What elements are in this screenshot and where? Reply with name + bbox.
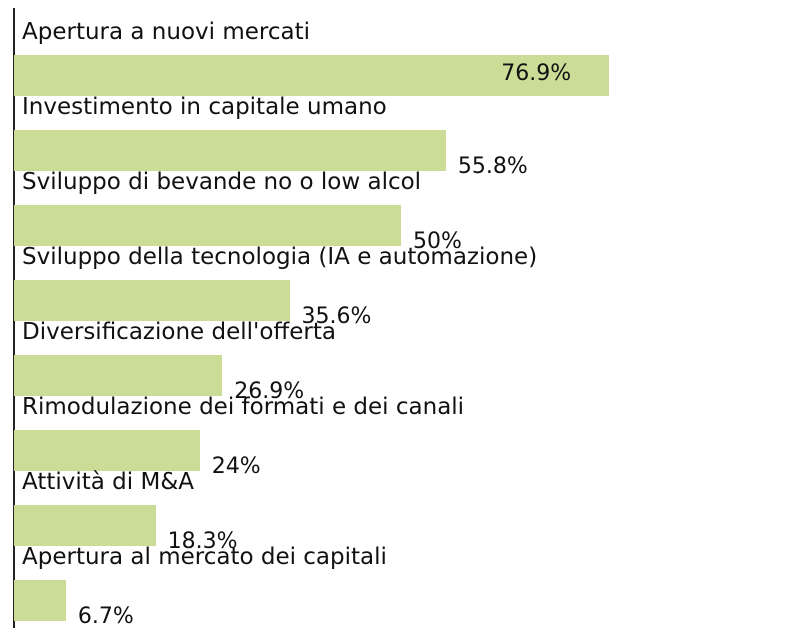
- bar: [14, 355, 223, 396]
- bar: [14, 430, 200, 471]
- category-label: Diversificazione dell'offerta: [22, 319, 336, 345]
- value-label: 35.6%: [301, 304, 372, 329]
- value-label: 24%: [211, 454, 261, 479]
- value-label: 6.7%: [77, 604, 134, 629]
- category-label: Apertura al mercato dei capitali: [22, 544, 387, 570]
- bar: [14, 505, 156, 546]
- category-label: Investimento in capitale umano: [22, 94, 387, 120]
- bar: [14, 580, 66, 621]
- value-label: 50%: [413, 229, 462, 254]
- category-label: Sviluppo di bevande no o low alcol: [22, 169, 422, 195]
- bar: [14, 280, 290, 321]
- category-label: Attività di M&A: [22, 469, 194, 495]
- bar: [14, 130, 446, 171]
- category-label: Sviluppo della tecnologia (IA e automazi…: [22, 244, 538, 270]
- category-label: Rimodulazione dei formati e dei canali: [22, 394, 465, 420]
- value-label: 26.9%: [234, 379, 305, 404]
- bar: [14, 55, 610, 96]
- value-label: 55.8%: [457, 154, 528, 179]
- value-label: 76.9%: [501, 61, 572, 86]
- category-label: Apertura a nuovi mercati: [22, 19, 310, 45]
- bar: [14, 205, 401, 246]
- category-axis-line: [13, 8, 15, 628]
- value-label: 18.3%: [167, 529, 238, 554]
